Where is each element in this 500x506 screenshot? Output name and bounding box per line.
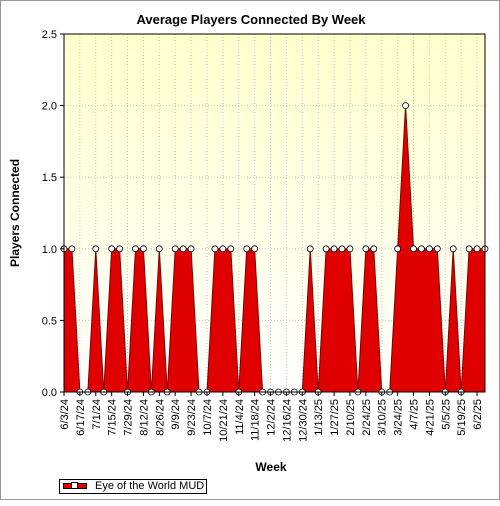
series-layer	[60, 102, 489, 396]
data-point	[465, 245, 473, 253]
y-tick-label: 0.5	[42, 315, 57, 327]
data-point	[425, 245, 433, 253]
data-point	[370, 245, 378, 253]
data-point	[306, 245, 314, 253]
data-point	[402, 102, 409, 109]
data-point	[92, 245, 100, 253]
x-tick-label: 11/18/24	[250, 399, 262, 441]
x-tick-label: 4/21/25	[424, 399, 436, 436]
x-tick-label: 12/16/24	[281, 399, 293, 442]
legend-label: Eye of the World MUD	[95, 480, 205, 492]
chart-title: Average Players Connected By Week	[136, 12, 366, 27]
legend-marker-icon	[71, 482, 78, 489]
data-point	[140, 245, 147, 253]
x-tick-label: 8/12/24	[138, 399, 150, 436]
x-tick-label: 6/17/24	[75, 399, 87, 436]
x-tick-label: 3/24/25	[393, 399, 405, 436]
data-point	[211, 245, 219, 253]
y-tick-label: 0.0	[42, 387, 57, 399]
x-tick-label: 2/24/25	[361, 399, 373, 436]
data-point	[346, 245, 354, 253]
data-point	[155, 245, 163, 253]
y-tick-label: 2.5	[42, 29, 57, 41]
x-tick-label: 5/5/25	[440, 399, 452, 430]
data-point	[68, 245, 76, 253]
x-tick-label: 5/19/25	[456, 399, 468, 436]
legend: Eye of the World MUD	[59, 479, 207, 494]
data-point	[108, 245, 116, 253]
x-axis-label: Week	[255, 460, 286, 474]
plot-border	[63, 33, 486, 393]
data-point	[330, 245, 338, 253]
x-tick-label: 11/4/24	[234, 399, 246, 435]
data-point	[449, 245, 457, 253]
x-tick-label: 7/1/24	[91, 399, 103, 430]
x-tick-label: 2/10/25	[345, 399, 357, 436]
y-axis-label: Players Connected	[8, 159, 22, 267]
data-point	[219, 245, 227, 253]
x-tick-label: 4/7/25	[409, 399, 421, 430]
data-point	[171, 245, 179, 253]
data-point	[179, 245, 187, 253]
data-point	[243, 245, 251, 253]
data-point	[433, 245, 441, 253]
x-tick-label: 9/9/24	[170, 399, 182, 430]
data-point	[418, 245, 425, 253]
data-point	[116, 245, 124, 253]
x-tick-label: 10/21/24	[218, 399, 230, 442]
data-point	[132, 245, 139, 253]
x-tick-label: 12/30/24	[297, 399, 309, 442]
y-tick-label: 2.0	[42, 101, 57, 113]
x-tick-label: 7/15/24	[107, 399, 119, 436]
x-tick-label: 6/2/25	[472, 399, 484, 430]
x-tick-label: 1/13/25	[313, 399, 325, 436]
y-tick-label: 1.5	[42, 172, 57, 184]
x-tick-label: 7/29/24	[123, 399, 135, 436]
data-point	[410, 245, 417, 253]
x-tick-label: 9/23/24	[186, 399, 198, 436]
x-tick-label: 6/3/24	[59, 399, 71, 430]
x-axis: 6/3/24 6/17/24 7/1/24 7/15/24 7/29/24 8/12/24…	[59, 392, 484, 442]
data-point	[362, 245, 370, 253]
y-axis: 0.0 0.5 1.0 1.5 2.0 2.5	[42, 29, 64, 399]
x-tick-label: 12/2/24	[266, 399, 278, 436]
data-point	[473, 245, 481, 253]
x-tick-label: 8/26/24	[154, 399, 166, 436]
data-point	[227, 245, 235, 253]
data-point	[187, 245, 195, 253]
data-point	[394, 245, 402, 253]
x-tick-label: 3/10/25	[377, 399, 389, 436]
data-point	[322, 245, 330, 253]
x-tick-label: 10/7/24	[202, 399, 214, 436]
data-point	[338, 245, 346, 253]
data-point	[251, 245, 259, 253]
x-tick-label: 1/27/25	[329, 399, 341, 436]
y-tick-label: 1.0	[42, 244, 57, 256]
